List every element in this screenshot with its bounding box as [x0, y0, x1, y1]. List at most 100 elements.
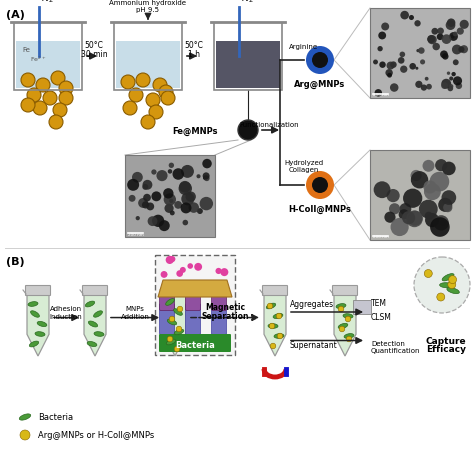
- Ellipse shape: [338, 323, 348, 329]
- Text: Detection: Detection: [371, 341, 405, 346]
- Circle shape: [169, 162, 174, 168]
- Circle shape: [373, 59, 378, 65]
- Circle shape: [159, 220, 170, 231]
- Circle shape: [374, 181, 391, 198]
- Circle shape: [441, 190, 456, 205]
- Ellipse shape: [167, 319, 177, 325]
- Circle shape: [181, 165, 194, 178]
- Ellipse shape: [343, 314, 353, 318]
- Circle shape: [448, 281, 456, 289]
- Circle shape: [176, 270, 183, 277]
- Circle shape: [391, 218, 409, 236]
- Polygon shape: [158, 280, 232, 297]
- Ellipse shape: [166, 339, 176, 345]
- FancyBboxPatch shape: [163, 285, 188, 295]
- Text: 200 nm: 200 nm: [373, 94, 389, 97]
- Text: Supernatant: Supernatant: [290, 342, 338, 351]
- Circle shape: [456, 83, 462, 89]
- Circle shape: [432, 43, 440, 50]
- Circle shape: [442, 53, 448, 60]
- Circle shape: [452, 45, 462, 55]
- Circle shape: [53, 103, 67, 117]
- Text: Induction: Induction: [50, 314, 82, 320]
- FancyBboxPatch shape: [211, 294, 227, 311]
- Circle shape: [21, 73, 35, 87]
- FancyBboxPatch shape: [159, 304, 174, 334]
- Circle shape: [400, 52, 405, 57]
- Circle shape: [143, 194, 151, 201]
- Ellipse shape: [94, 332, 104, 336]
- Circle shape: [174, 346, 180, 352]
- Circle shape: [411, 171, 428, 189]
- Circle shape: [161, 91, 175, 105]
- FancyBboxPatch shape: [263, 285, 288, 295]
- Ellipse shape: [447, 287, 459, 294]
- Text: 1 h: 1 h: [188, 50, 200, 59]
- Circle shape: [167, 336, 173, 342]
- Circle shape: [33, 101, 47, 115]
- Circle shape: [416, 49, 419, 52]
- Circle shape: [161, 271, 167, 278]
- Ellipse shape: [93, 311, 102, 317]
- Circle shape: [448, 276, 456, 284]
- Circle shape: [458, 47, 465, 53]
- FancyBboxPatch shape: [155, 255, 235, 355]
- Polygon shape: [164, 294, 186, 356]
- Circle shape: [216, 268, 222, 274]
- Circle shape: [147, 216, 157, 226]
- Circle shape: [414, 257, 470, 313]
- Text: 50°C: 50°C: [184, 41, 203, 50]
- Text: Ammonium hydroxide: Ammonium hydroxide: [109, 0, 186, 6]
- Circle shape: [420, 59, 425, 65]
- Circle shape: [202, 172, 210, 180]
- Circle shape: [442, 162, 456, 175]
- Circle shape: [398, 57, 404, 64]
- Circle shape: [20, 430, 30, 440]
- Text: TEM: TEM: [371, 299, 387, 308]
- Text: (A): (A): [6, 10, 25, 20]
- Circle shape: [180, 267, 186, 273]
- Circle shape: [200, 197, 213, 210]
- Ellipse shape: [35, 332, 45, 336]
- Circle shape: [399, 209, 409, 220]
- Circle shape: [389, 203, 400, 214]
- Circle shape: [386, 62, 394, 70]
- Polygon shape: [264, 294, 286, 356]
- Circle shape: [453, 31, 457, 36]
- Circle shape: [187, 263, 193, 269]
- Text: Arginine: Arginine: [290, 44, 319, 50]
- Circle shape: [127, 179, 139, 191]
- Circle shape: [400, 66, 408, 73]
- Circle shape: [123, 101, 137, 115]
- Text: Arg@MNPs: Arg@MNPs: [294, 80, 346, 89]
- Text: 200 nm: 200 nm: [128, 232, 144, 237]
- Circle shape: [345, 316, 351, 322]
- Text: Quantification: Quantification: [371, 348, 420, 353]
- Ellipse shape: [37, 322, 47, 327]
- Circle shape: [449, 76, 453, 81]
- Text: MNPs: MNPs: [126, 305, 145, 312]
- Text: Magnetic: Magnetic: [205, 303, 245, 312]
- Polygon shape: [27, 294, 49, 356]
- Circle shape: [384, 211, 395, 223]
- Circle shape: [129, 88, 143, 102]
- Circle shape: [441, 82, 448, 89]
- Circle shape: [400, 203, 411, 215]
- Polygon shape: [334, 294, 356, 356]
- Circle shape: [267, 303, 273, 309]
- Text: Separation: Separation: [201, 312, 249, 321]
- Circle shape: [447, 19, 456, 27]
- Circle shape: [381, 22, 389, 30]
- Text: Fe$^{2+}$: Fe$^{2+}$: [30, 55, 46, 64]
- Text: Functionalization: Functionalization: [239, 122, 299, 128]
- Circle shape: [277, 333, 283, 339]
- Circle shape: [437, 293, 445, 301]
- Circle shape: [51, 71, 65, 85]
- Circle shape: [270, 343, 276, 349]
- FancyBboxPatch shape: [26, 285, 51, 295]
- Ellipse shape: [165, 299, 174, 305]
- Circle shape: [426, 84, 432, 89]
- Text: Aggregates: Aggregates: [290, 300, 334, 309]
- Circle shape: [402, 211, 415, 224]
- Circle shape: [406, 210, 423, 227]
